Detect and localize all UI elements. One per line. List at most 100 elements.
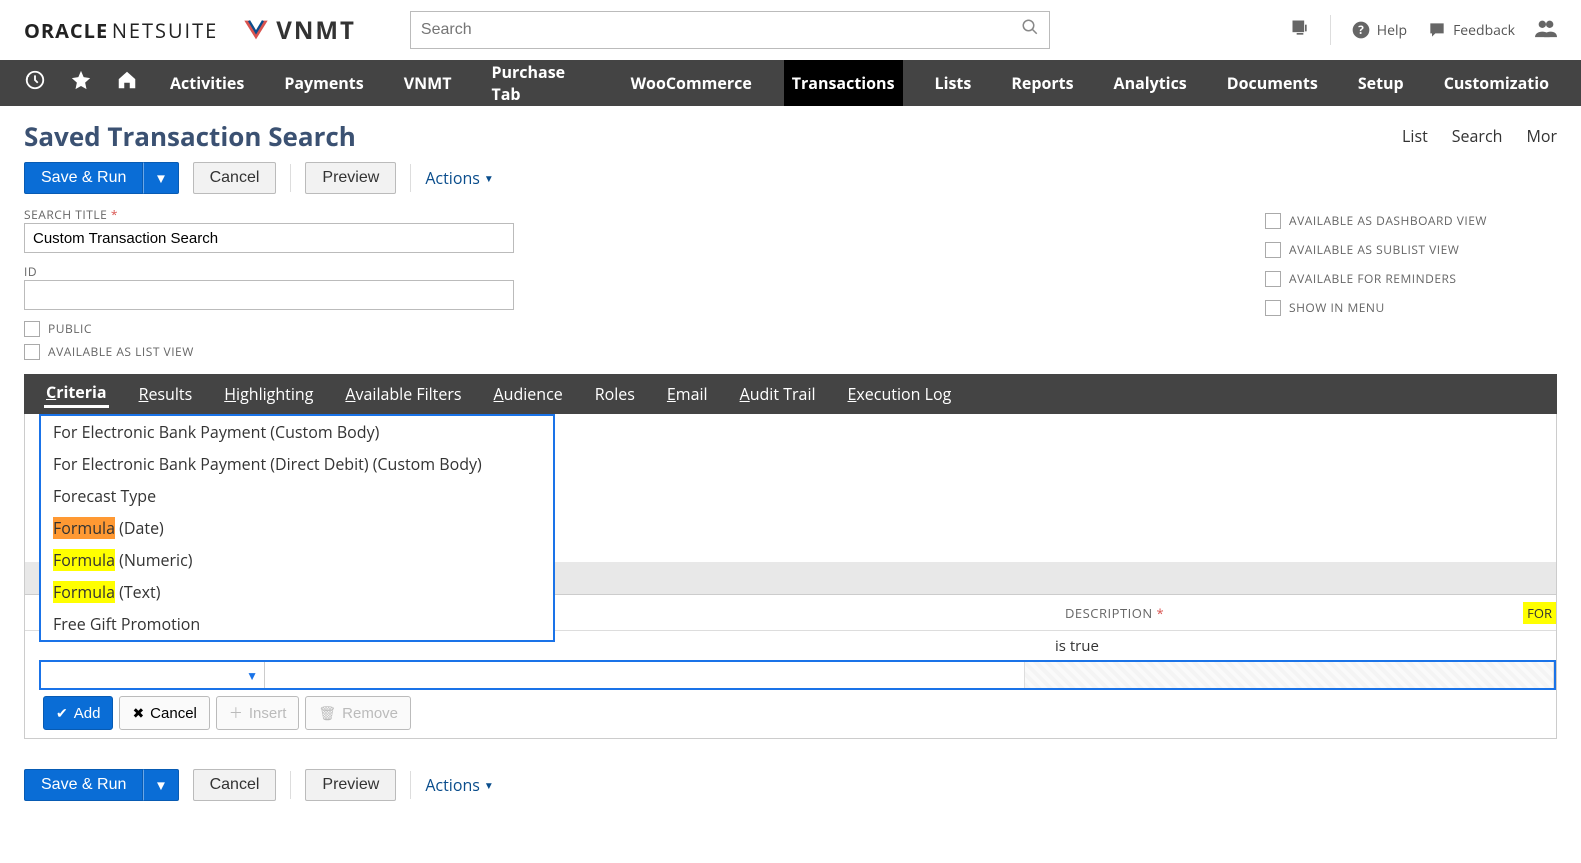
id-input[interactable]: [24, 280, 514, 310]
dropdown-item[interactable]: Formula (Text): [41, 576, 553, 608]
tab-roles[interactable]: Roles: [593, 383, 637, 405]
remove-row-button[interactable]: 🗑Remove: [305, 696, 411, 730]
page-title: Saved Transaction Search: [24, 118, 356, 154]
save-run-button[interactable]: Save & Run: [24, 162, 143, 194]
save-run-split: Save & Run ▼: [24, 162, 179, 194]
criteria-cell[interactable]: [265, 662, 1025, 688]
nav-item-customizatio[interactable]: Customizatio: [1436, 60, 1557, 106]
tab-email[interactable]: Email: [665, 383, 710, 405]
nav-item-reports[interactable]: Reports: [1003, 60, 1081, 106]
nav-item-woocommerce[interactable]: WooCommerce: [623, 60, 760, 106]
form-area: SEARCH TITLE * ID PUBLIC AVAILABLE AS LI…: [0, 206, 1581, 370]
oracle-logo-text: ORACLE: [24, 17, 108, 44]
more-link[interactable]: Mor: [1526, 125, 1557, 147]
nav-item-vnmt[interactable]: VNMT: [396, 60, 460, 106]
recent-icon[interactable]: [24, 69, 46, 97]
cancel-button-bottom[interactable]: Cancel: [193, 769, 277, 801]
chevron-down-icon: ▼: [484, 778, 494, 792]
separator: [410, 771, 411, 799]
chevron-down-icon: ▼: [246, 667, 258, 684]
tab-execution-log[interactable]: Execution Log: [846, 383, 954, 405]
tab-criteria[interactable]: Criteria: [44, 381, 109, 408]
cancel-row-button[interactable]: ✖Cancel: [119, 696, 209, 730]
search-title-input[interactable]: [24, 223, 514, 253]
public-checkbox[interactable]: [24, 321, 40, 337]
tab-audience[interactable]: Audience: [492, 383, 565, 405]
create-new-icon[interactable]: [1290, 17, 1310, 44]
sublist-view-label: AVAILABLE AS SUBLIST VIEW: [1289, 241, 1459, 258]
help-icon: ?: [1351, 20, 1371, 40]
cancel-button[interactable]: Cancel: [193, 162, 277, 194]
topbar-right: ? Help Feedback: [1290, 15, 1557, 45]
roles-icon[interactable]: [1535, 17, 1557, 44]
add-row-button[interactable]: ✔Add: [43, 696, 113, 730]
help-link[interactable]: ? Help: [1351, 20, 1407, 40]
topbar: ORACLE NETSUITE VNMT ? Help Feedback: [0, 0, 1581, 60]
dropdown-item[interactable]: Free Gift Promotion: [41, 608, 553, 640]
feedback-link[interactable]: Feedback: [1427, 20, 1515, 40]
preview-button[interactable]: Preview: [305, 162, 396, 194]
nav-item-setup[interactable]: Setup: [1350, 60, 1412, 106]
search-link[interactable]: Search: [1452, 125, 1503, 147]
available-list-checkbox[interactable]: [24, 344, 40, 360]
page-title-right-links: List Search Mor: [1402, 125, 1557, 147]
filter-combo[interactable]: ▼: [41, 662, 265, 688]
home-icon[interactable]: [116, 69, 138, 97]
actions-dropdown-bottom[interactable]: Actions ▼: [425, 774, 494, 796]
tab-highlighting[interactable]: Highlighting: [222, 383, 315, 405]
list-link[interactable]: List: [1402, 125, 1428, 147]
preview-button-bottom[interactable]: Preview: [305, 769, 396, 801]
id-label: ID: [24, 263, 624, 280]
feedback-icon: [1427, 20, 1447, 40]
dropdown-item[interactable]: For Electronic Bank Payment (Custom Body…: [41, 416, 553, 448]
action-bar-top: Save & Run ▼ Cancel Preview Actions ▼: [0, 162, 1581, 206]
global-search-input[interactable]: [421, 21, 1021, 39]
criteria-wrap: For Electronic Bank Payment (Custom Body…: [24, 414, 1557, 739]
vnmt-logo-text: VNMT: [276, 14, 356, 47]
trash-icon: 🗑: [318, 705, 336, 722]
reminders-label: AVAILABLE FOR REMINDERS: [1289, 270, 1457, 287]
tab-available-filters[interactable]: Available Filters: [343, 383, 463, 405]
dropdown-item[interactable]: Formula (Numeric): [41, 544, 553, 576]
nav-item-purchase-tab[interactable]: Purchase Tab: [483, 60, 598, 106]
nav-item-documents[interactable]: Documents: [1219, 60, 1326, 106]
actions-label-bottom: Actions: [425, 774, 480, 796]
tab-audit-trail[interactable]: Audit Trail: [738, 383, 818, 405]
main-nav: Activities Payments VNMT Purchase Tab WooCom…: [0, 60, 1581, 106]
subtabs: Criteria Results Highlighting Available Fil…: [24, 374, 1557, 414]
dropdown-item[interactable]: Formula (Date): [41, 512, 553, 544]
available-list-label: AVAILABLE AS LIST VIEW: [48, 343, 194, 360]
help-label: Help: [1377, 21, 1407, 40]
sublist-view-checkbox[interactable]: [1265, 242, 1281, 258]
row-buttons: ✔Add ✖Cancel ＋Insert 🗑Remove: [43, 696, 1556, 730]
show-menu-label: SHOW IN MENU: [1289, 299, 1385, 316]
svg-text:?: ?: [1358, 23, 1364, 38]
public-label: PUBLIC: [48, 320, 92, 337]
dashboard-view-label: AVAILABLE AS DASHBOARD VIEW: [1289, 212, 1487, 229]
dashboard-view-checkbox[interactable]: [1265, 213, 1281, 229]
dropdown-item[interactable]: For Electronic Bank Payment (Direct Debi…: [41, 448, 553, 480]
insert-row-button[interactable]: ＋Insert: [216, 696, 300, 730]
save-run-button-bottom[interactable]: Save & Run: [24, 769, 143, 801]
separator: [290, 164, 291, 192]
save-run-caret[interactable]: ▼: [143, 162, 178, 194]
description-value: is true: [1055, 636, 1099, 656]
nav-item-lists[interactable]: Lists: [927, 60, 980, 106]
actions-dropdown[interactable]: Actions ▼: [425, 167, 494, 189]
nav-item-activities[interactable]: Activities: [162, 60, 252, 106]
nav-item-transactions[interactable]: Transactions: [784, 60, 903, 106]
save-run-caret-bottom[interactable]: ▼: [143, 769, 178, 801]
formula-header: FOR: [1523, 602, 1556, 624]
nav-item-payments[interactable]: Payments: [276, 60, 371, 106]
description-header: DESCRIPTION *: [1065, 604, 1164, 622]
criteria-input-row: ▼: [39, 660, 1556, 690]
search-title-label: SEARCH TITLE *: [24, 206, 624, 223]
star-icon[interactable]: [70, 69, 92, 97]
dropdown-item[interactable]: Forecast Type: [41, 480, 553, 512]
tab-results[interactable]: Results: [137, 383, 195, 405]
search-icon[interactable]: [1021, 18, 1039, 42]
reminders-checkbox[interactable]: [1265, 271, 1281, 287]
show-menu-checkbox[interactable]: [1265, 300, 1281, 316]
criteria-area: For Electronic Bank Payment (Custom Body…: [0, 414, 1581, 739]
nav-item-analytics[interactable]: Analytics: [1106, 60, 1195, 106]
